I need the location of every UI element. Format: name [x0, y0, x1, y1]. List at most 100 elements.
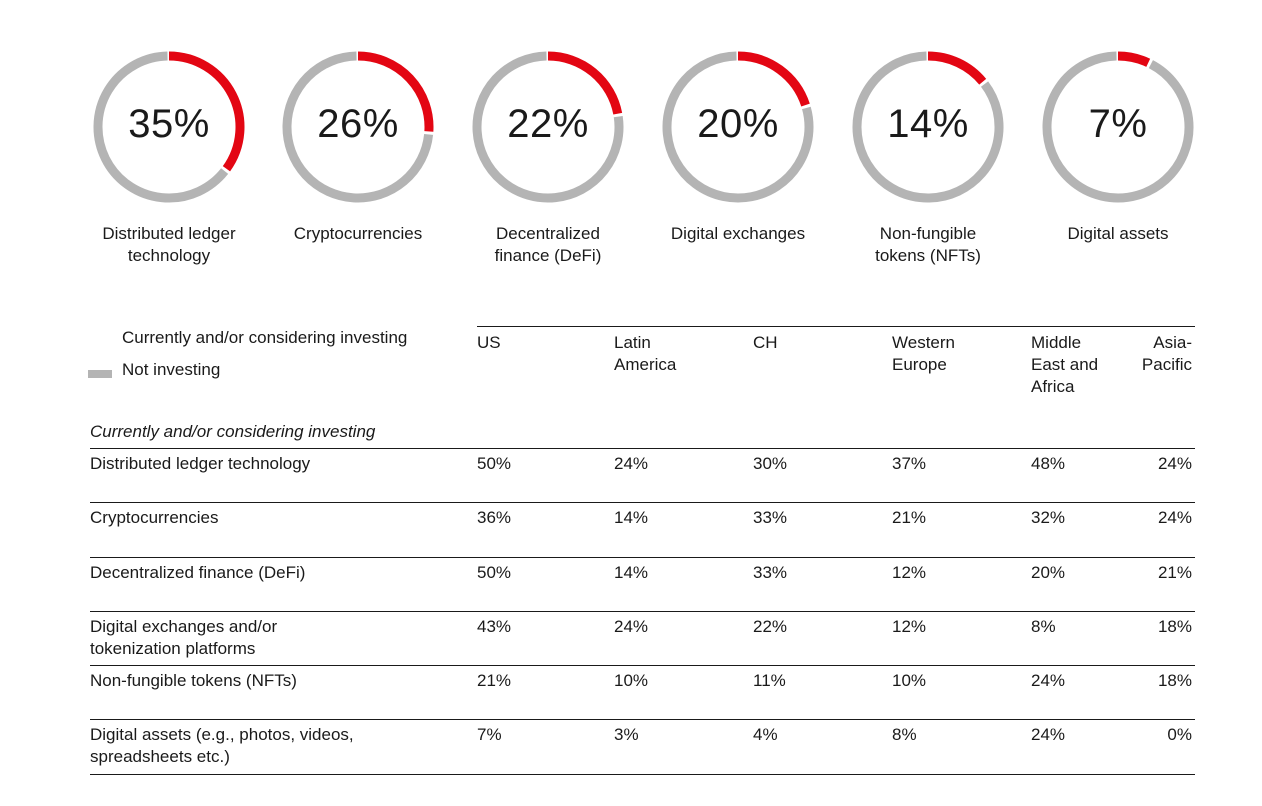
column-header-line: US	[477, 333, 501, 352]
table-cell: 21%	[892, 508, 927, 527]
donut-label-6: Digital assets	[1028, 223, 1208, 267]
row-label: Decentralized finance (DeFi)	[90, 562, 450, 584]
table-cell: 24%	[1031, 671, 1066, 690]
donut-percentage-5: 14%	[887, 102, 969, 146]
table-cell: 10%	[892, 671, 927, 690]
donut-label-line: Digital assets	[1067, 224, 1169, 243]
donut-percentage-2: 26%	[317, 102, 399, 146]
table-cell: 43%	[477, 617, 512, 636]
table-row-rule	[90, 665, 1195, 666]
table-row-rule	[90, 719, 1195, 720]
table-cell: 10%	[614, 671, 649, 690]
row-label-line: Non-fungible tokens (NFTs)	[90, 671, 297, 690]
donut-5	[852, 51, 1004, 203]
donut-2	[282, 51, 434, 203]
donut-label-line: Cryptocurrencies	[293, 224, 423, 243]
row-label-line: Digital assets (e.g., photos, videos,	[90, 725, 354, 744]
column-header-6: Asia- Pacific	[1142, 332, 1192, 376]
table-cell: 30%	[753, 454, 788, 473]
column-header-5: Middle East and Africa	[1031, 332, 1098, 398]
table-top-rule	[477, 326, 1195, 327]
donut-label-line: Digital exchanges	[670, 224, 806, 243]
donut-label-line: Distributed ledger	[102, 224, 236, 243]
table-cell: 33%	[753, 508, 788, 527]
table-cell: 50%	[477, 454, 512, 473]
row-label: Digital assets (e.g., photos, videos, spr…	[90, 724, 450, 768]
table-cell: 24%	[614, 454, 649, 473]
donut-track-2	[282, 51, 434, 203]
row-label-line: spreadsheets etc.)	[90, 747, 230, 766]
column-header-line: Europe	[892, 355, 947, 374]
donut-label-line: Decentralized	[496, 224, 600, 243]
table-row-rule	[90, 502, 1195, 503]
table-cell: 7%	[477, 725, 502, 744]
table-row-rule	[90, 774, 1195, 775]
donut-label-5: Non-fungible tokens (NFTs)	[838, 223, 1018, 267]
table-cell: 21%	[477, 671, 512, 690]
column-header-line: CH	[753, 333, 778, 352]
table-cell: 37%	[892, 454, 927, 473]
column-header-1: US	[477, 332, 501, 354]
table-cell: 24%	[1157, 508, 1192, 527]
table-cell: 8%	[892, 725, 917, 744]
legend-swatch-not-investing	[88, 370, 112, 378]
donut-label-line: tokens (NFTs)	[875, 246, 981, 265]
table-cell: 18%	[1157, 671, 1192, 690]
donut-percentage-3: 22%	[507, 102, 589, 146]
column-header-line: Africa	[1031, 377, 1075, 396]
donut-track-4	[662, 51, 814, 203]
column-header-line: America	[614, 355, 677, 374]
donut-label-4: Digital exchanges	[648, 223, 828, 267]
table-row-rule	[90, 611, 1195, 612]
column-header-line: Asia-	[1153, 333, 1192, 352]
table-cell: 20%	[1031, 563, 1066, 582]
donut-value-arc-4	[737, 51, 810, 107]
table-cell: 48%	[1031, 454, 1066, 473]
row-label-line: tokenization platforms	[90, 639, 256, 658]
table-cell: 36%	[477, 508, 512, 527]
donut-label-line: technology	[127, 246, 211, 265]
legend-label-not-investing: Not investing	[122, 360, 221, 379]
donut-1	[93, 51, 245, 203]
table-cell: 24%	[614, 617, 649, 636]
column-header-3: CH	[753, 332, 778, 354]
donut-track-6	[1042, 51, 1194, 203]
donut-label-2: Cryptocurrencies	[268, 223, 448, 267]
donut-label-line: finance (DeFi)	[494, 246, 602, 265]
donut-percentage-1: 35%	[128, 102, 210, 146]
donut-value-arc-5	[927, 51, 987, 85]
table-cell: 4%	[753, 725, 778, 744]
donut-value-arc-3	[547, 51, 623, 115]
legend-label-investing: Currently and/or considering investing	[122, 328, 408, 347]
donut-label-line: Non-fungible	[879, 224, 977, 243]
table-cell: 21%	[1157, 563, 1192, 582]
table-cell: 14%	[614, 508, 649, 527]
donut-track-1	[93, 51, 229, 203]
donut-label-line	[648, 245, 828, 267]
table-cell: 11%	[753, 671, 786, 690]
row-label: Digital exchanges and/or tokenization pla…	[90, 616, 450, 660]
donut-chart-row: 35% Distributed ledger technology 26% Crypto…	[0, 0, 1262, 300]
donut-track-3	[472, 51, 624, 203]
table-section-title: Currently and/or considering investing	[90, 422, 376, 441]
table-cell: 12%	[892, 617, 927, 636]
table-cell: 33%	[753, 563, 788, 582]
table-cell: 32%	[1031, 508, 1066, 527]
donut-percentage-4: 20%	[697, 102, 779, 146]
row-label-line: Distributed ledger technology	[90, 454, 311, 473]
table-cell: 0%	[1167, 725, 1192, 744]
donut-value-arc-1	[168, 51, 245, 172]
column-header-line: Pacific	[1141, 355, 1192, 374]
row-label-line: Decentralized finance (DeFi)	[90, 563, 306, 582]
column-header-4: Western Europe	[892, 332, 955, 376]
donut-label-line	[1028, 245, 1208, 267]
table-cell: 18%	[1157, 617, 1192, 636]
column-header-line: Western	[892, 333, 955, 352]
donut-track-5	[852, 51, 1004, 203]
donut-percentage-6: 7%	[1088, 102, 1148, 146]
donut-6	[1042, 51, 1194, 203]
column-header-line: Middle	[1031, 333, 1082, 352]
table-cell: 14%	[614, 563, 649, 582]
table-cell: 50%	[477, 563, 512, 582]
table-cell: 8%	[1031, 617, 1056, 636]
